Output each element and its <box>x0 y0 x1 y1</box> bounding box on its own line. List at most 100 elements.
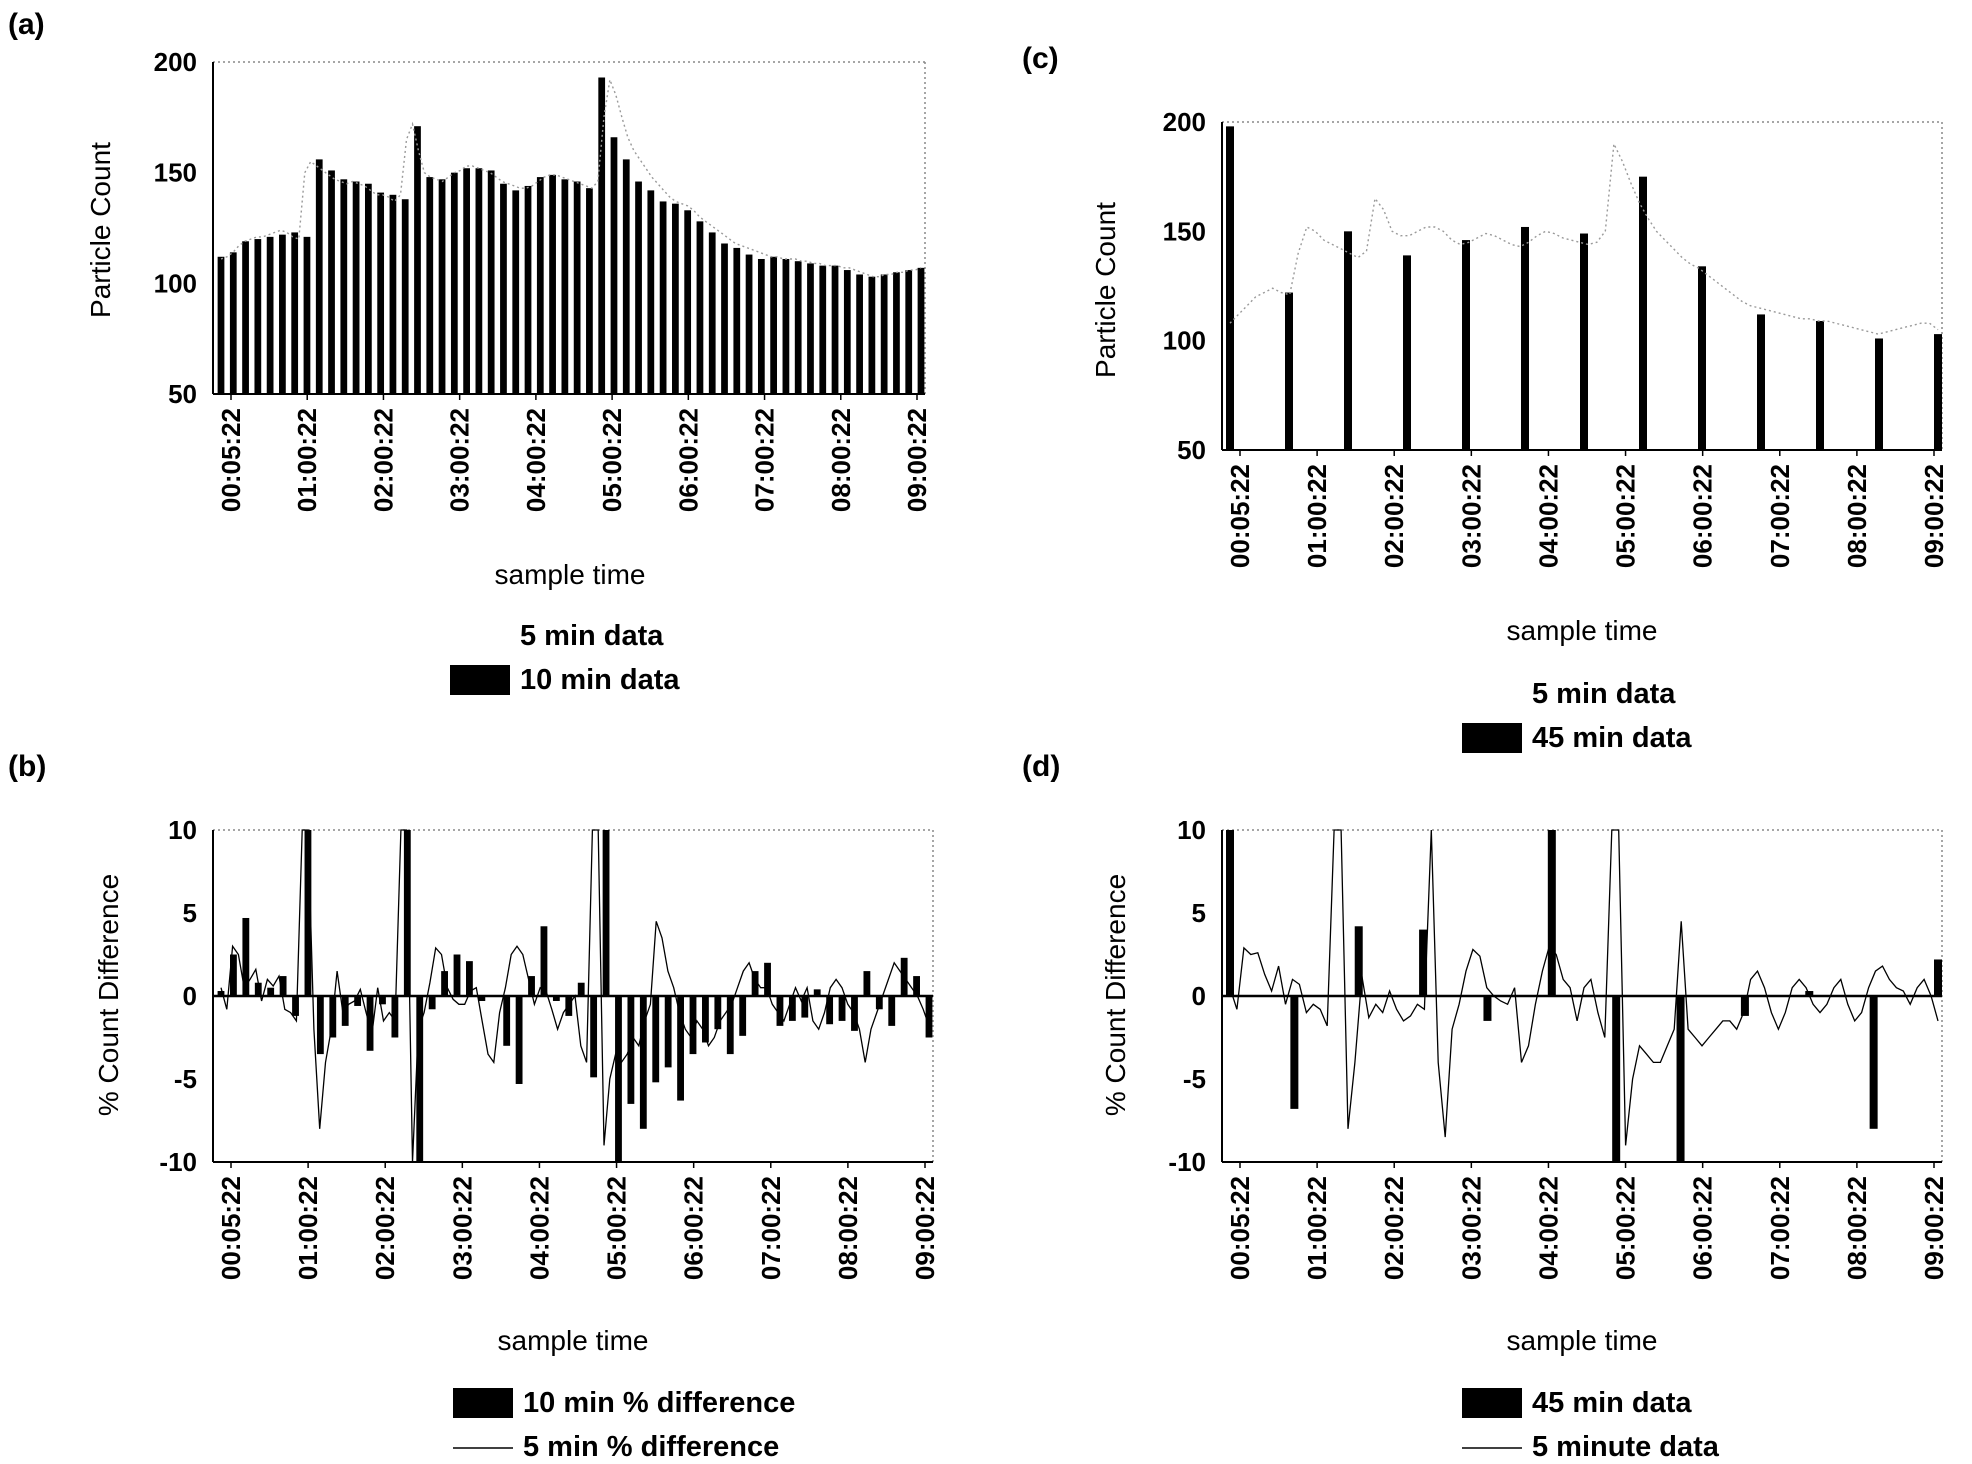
bar <box>1344 231 1352 450</box>
bar <box>292 996 299 1016</box>
bar <box>1547 830 1556 996</box>
legend-label: 45 min data <box>1532 722 1692 754</box>
bar <box>573 181 581 394</box>
bar <box>1226 830 1234 996</box>
bar <box>242 917 250 996</box>
bar <box>303 236 311 394</box>
bar <box>1676 996 1685 1162</box>
bar <box>843 270 851 394</box>
bar <box>689 996 697 1055</box>
legend-label: 45 min data <box>1532 1387 1692 1419</box>
bar <box>757 258 765 394</box>
bar <box>1805 991 1814 996</box>
bar <box>684 210 692 394</box>
bar <box>925 996 933 1038</box>
x-tick-label: 04:00:22 <box>1533 1176 1563 1280</box>
bar <box>267 987 275 996</box>
y-tick-label: -10 <box>159 1147 197 1177</box>
bar <box>438 179 446 394</box>
x-tick-label: 04:00:22 <box>1533 464 1563 568</box>
bar <box>1290 996 1299 1109</box>
bar <box>453 954 461 996</box>
bar <box>627 996 635 1104</box>
y-axis-title: Particle Count <box>1090 202 1121 378</box>
bar <box>696 221 704 394</box>
bar <box>745 254 753 394</box>
x-tick-label: 02:00:22 <box>1379 464 1409 568</box>
bar <box>524 185 532 394</box>
x-tick-label: 03:00:22 <box>445 408 475 512</box>
chart-panel-1: (c) 200 150 100 50 00:05:22 01:00:22 02:00:22 03… <box>1022 42 1949 754</box>
bar <box>721 243 728 394</box>
bar <box>354 996 362 1006</box>
x-tick-label: 09:00:22 <box>1919 464 1949 568</box>
bar <box>352 181 360 394</box>
bar <box>229 252 237 394</box>
x-tick-label: 00:05:22 <box>216 1176 246 1280</box>
bar <box>389 194 397 394</box>
bar <box>733 247 741 394</box>
x-tick-label: 02:00:22 <box>1379 1176 1409 1280</box>
bar <box>801 996 809 1018</box>
bar <box>702 996 709 1043</box>
bar <box>1419 929 1428 996</box>
x-tick-label: 07:00:22 <box>756 1176 786 1280</box>
bar <box>635 181 642 394</box>
x-axis-title: sample time <box>498 1325 649 1356</box>
legend-label: 10 min data <box>520 664 680 696</box>
bar <box>266 236 274 394</box>
bar <box>622 159 630 394</box>
y-tick-label: 5 <box>1192 898 1206 928</box>
bar <box>708 232 716 394</box>
panel-label: (c) <box>1022 42 1059 75</box>
bar <box>880 274 888 394</box>
x-tick-label: 07:00:22 <box>1765 1176 1795 1280</box>
panel-label: (a) <box>8 8 45 41</box>
x-tick-label: 01:00:22 <box>1302 464 1332 568</box>
x-axis-title: sample time <box>495 559 646 590</box>
bar <box>528 976 535 996</box>
bar <box>426 177 434 394</box>
bar <box>764 962 771 996</box>
bar <box>1934 959 1942 996</box>
bar <box>242 241 249 394</box>
bar <box>366 996 374 1051</box>
bar <box>826 996 834 1025</box>
y-tick-label: 10 <box>168 815 197 845</box>
bar <box>466 961 473 996</box>
bar <box>316 996 324 1055</box>
bar <box>598 77 606 394</box>
bar <box>770 256 778 394</box>
x-tick-label: 06:00:22 <box>673 408 703 512</box>
bar <box>340 179 348 394</box>
bar <box>610 137 618 394</box>
bar <box>1816 320 1824 450</box>
bar <box>726 996 734 1055</box>
bar <box>917 267 925 394</box>
bar <box>838 996 846 1021</box>
x-tick-label: 07:00:22 <box>750 408 780 512</box>
bar <box>416 996 424 1162</box>
panel-label: (d) <box>1022 750 1060 783</box>
y-tick-label: 50 <box>168 379 197 409</box>
bar <box>794 261 802 394</box>
x-tick-label: 04:00:22 <box>524 1176 554 1280</box>
bar <box>254 239 262 394</box>
bar <box>403 830 411 996</box>
bar <box>776 996 784 1026</box>
legend-swatch-bar <box>1462 1388 1522 1418</box>
chart-panel-0: (a) 200 150 100 50 00:05:22 01:00:22 02:00:22 03… <box>8 8 932 696</box>
y-axis-title: % Count Difference <box>93 874 124 1116</box>
x-tick-label: 06:00:22 <box>679 1176 709 1280</box>
y-tick-label: 5 <box>183 898 197 928</box>
chart-panel-3: (d) 10 5 0 -5 -10 00:05:22 01:00:22 02:00:22 03:0… <box>1022 750 1949 1463</box>
bar <box>503 996 511 1046</box>
legend-label: 5 min data <box>520 620 664 652</box>
bar <box>659 201 667 394</box>
legend-swatch-bar <box>1462 723 1522 753</box>
legend-label: 10 min % difference <box>523 1387 795 1419</box>
bar <box>1869 996 1878 1129</box>
x-tick-label: 04:00:22 <box>521 408 551 512</box>
bar <box>1580 233 1588 450</box>
x-tick-label: 01:00:22 <box>293 1176 323 1280</box>
